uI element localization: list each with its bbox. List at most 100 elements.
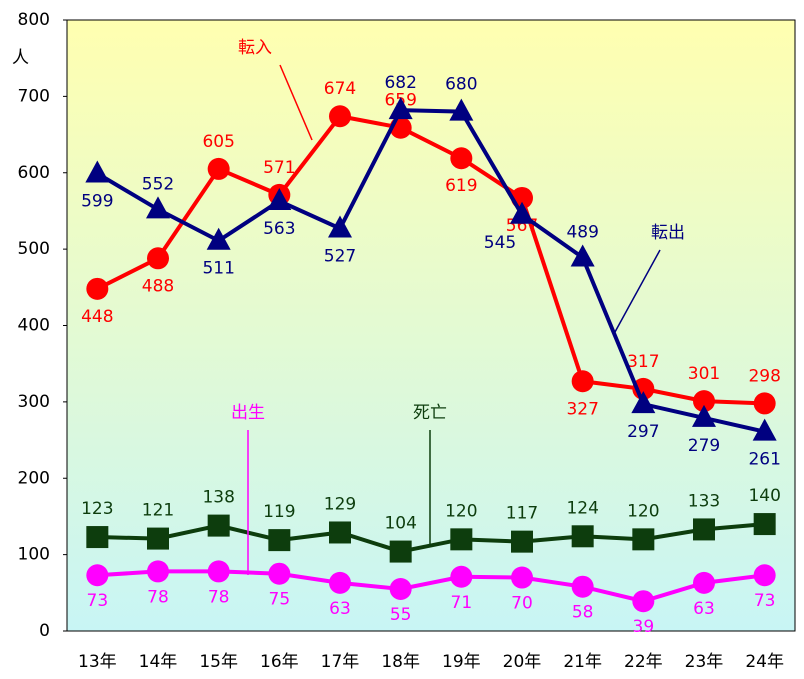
data-label: 488 — [142, 276, 174, 296]
data-label: 55 — [390, 605, 412, 625]
data-label: 674 — [324, 79, 356, 99]
marker — [571, 575, 594, 598]
data-label: 552 — [142, 174, 174, 194]
marker — [207, 560, 230, 583]
data-label: 63 — [329, 599, 351, 619]
marker — [693, 571, 715, 594]
y-tick-label: 400 — [18, 316, 50, 336]
x-tick-label: 20年 — [503, 652, 542, 672]
marker — [207, 157, 230, 180]
data-label: 489 — [566, 223, 598, 243]
x-tick-label: 15年 — [199, 652, 238, 672]
marker — [146, 196, 170, 219]
marker — [570, 244, 595, 267]
x-tick-label: 22年 — [624, 652, 663, 672]
x-tick-label: 18年 — [381, 652, 420, 672]
data-label: 119 — [263, 502, 295, 522]
data-label: 70 — [511, 594, 533, 614]
series-name: 転入 — [238, 38, 272, 58]
marker — [632, 528, 655, 551]
data-label: 140 — [748, 486, 780, 506]
y-tick-label: 300 — [18, 392, 50, 412]
marker — [329, 521, 351, 544]
marker — [147, 247, 169, 270]
data-label: 511 — [202, 259, 234, 279]
marker — [450, 565, 473, 588]
data-label: 75 — [269, 590, 291, 610]
data-label: 78 — [208, 587, 230, 607]
data-label: 317 — [627, 352, 659, 372]
marker — [329, 105, 351, 128]
data-label: 599 — [81, 192, 113, 212]
marker — [693, 518, 715, 541]
y-tick-label: 0 — [39, 621, 50, 641]
data-label: 138 — [202, 488, 234, 508]
marker — [329, 571, 351, 594]
data-label: 605 — [202, 132, 234, 152]
marker — [206, 227, 231, 250]
data-label: 129 — [324, 494, 356, 514]
marker — [752, 418, 777, 441]
x-tick-label: 16年 — [260, 652, 299, 672]
data-label: 297 — [627, 422, 659, 442]
data-label: 123 — [81, 499, 113, 519]
marker — [388, 97, 413, 120]
marker — [86, 564, 109, 587]
data-label: 563 — [263, 219, 295, 239]
data-label: 121 — [142, 501, 174, 521]
x-tick-label: 13年 — [78, 652, 117, 672]
data-label: 301 — [688, 364, 720, 384]
marker — [510, 201, 534, 224]
y-tick-label: 200 — [18, 468, 50, 488]
data-label: 279 — [688, 436, 720, 456]
data-label: 527 — [324, 247, 356, 267]
marker — [571, 525, 594, 548]
data-label: 78 — [147, 587, 169, 607]
marker — [147, 560, 169, 583]
y-axis-label: 人 — [12, 48, 29, 68]
y-tick-label: 100 — [18, 545, 50, 565]
data-label: 619 — [445, 176, 477, 196]
data-label: 73 — [87, 591, 109, 611]
series-name: 転出 — [651, 223, 685, 243]
marker — [511, 530, 533, 553]
data-label: 124 — [566, 498, 598, 518]
marker — [267, 188, 292, 211]
data-label: 58 — [572, 603, 594, 623]
series-line — [96, 108, 766, 434]
data-label: 71 — [451, 593, 473, 613]
x-tick-label: 21年 — [563, 652, 602, 672]
marker — [449, 98, 474, 121]
x-tick-label: 14年 — [139, 652, 178, 672]
marker — [753, 392, 776, 415]
data-label: 571 — [263, 158, 295, 178]
marker — [86, 277, 109, 300]
data-label: 63 — [693, 599, 715, 619]
data-label: 448 — [81, 307, 113, 327]
marker — [693, 390, 715, 413]
x-tick-label: 24年 — [745, 652, 784, 672]
leader-line — [279, 64, 313, 141]
data-label: 545 — [484, 233, 516, 253]
marker — [207, 514, 230, 537]
plot-area — [66, 19, 796, 632]
x-tick-label: 23年 — [685, 652, 724, 672]
data-label: 682 — [384, 73, 416, 93]
data-label: 680 — [445, 75, 477, 95]
y-tick-label: 700 — [18, 86, 50, 106]
marker — [86, 526, 109, 549]
x-tick-label: 19年 — [442, 652, 481, 672]
marker — [450, 528, 473, 551]
data-label: 261 — [748, 450, 780, 470]
marker — [631, 391, 656, 414]
leader-line — [614, 249, 661, 333]
marker — [389, 577, 412, 600]
data-label: 120 — [445, 501, 477, 521]
marker — [450, 147, 473, 170]
x-tick-label: 17年 — [321, 652, 360, 672]
marker — [511, 566, 533, 589]
y-tick-label: 800 — [18, 10, 50, 30]
marker — [692, 404, 716, 427]
data-label: 327 — [566, 399, 598, 419]
